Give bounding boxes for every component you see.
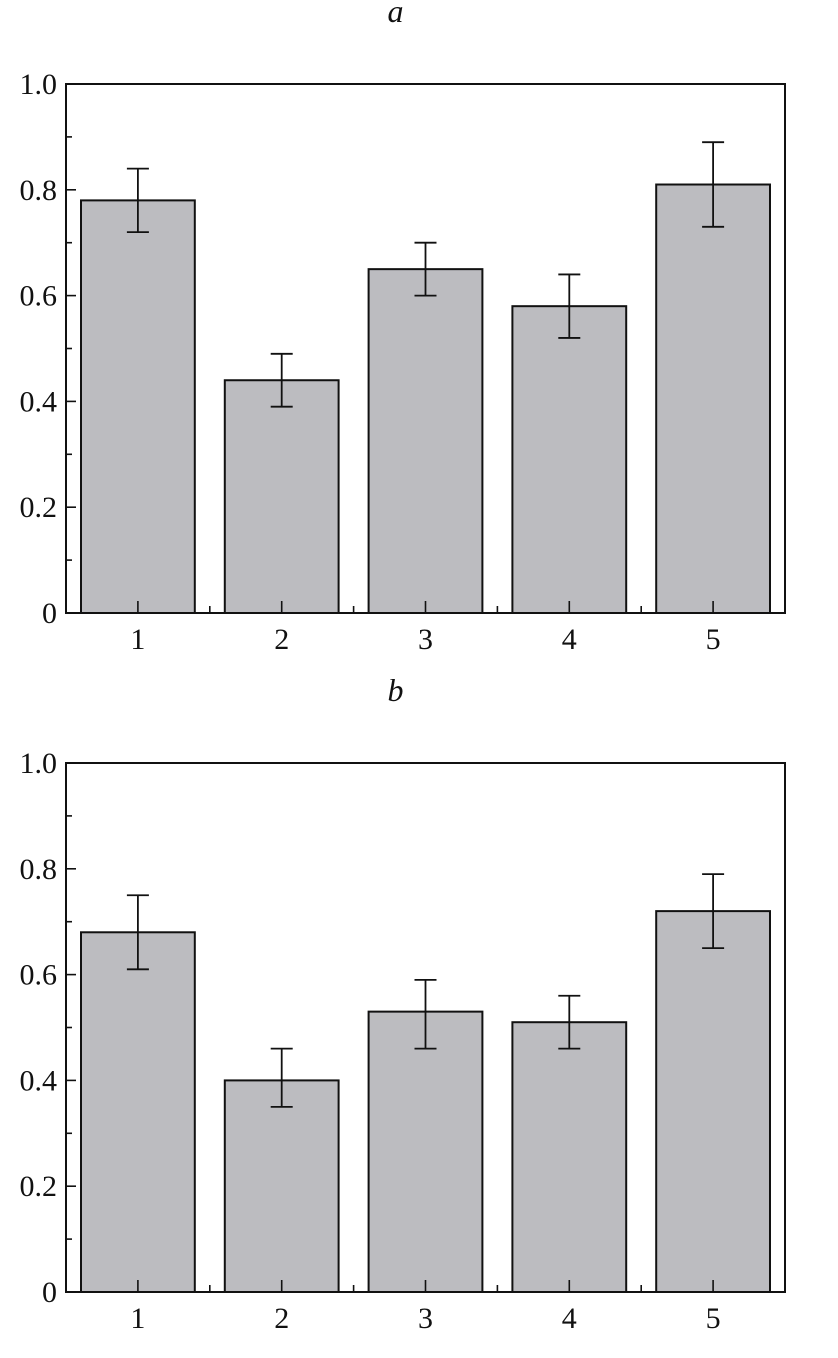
x-tick-label: 2 [274,623,289,656]
y-tick-label: 1.0 [20,68,58,101]
x-tick-label: 4 [562,623,577,656]
x-tick-label: 1 [130,1302,145,1335]
bar-2 [223,1079,340,1293]
y-tick-label: 0 [42,1276,57,1309]
bar-5 [655,183,772,614]
chart-a-svg: a 0 0.2 0.4 0.6 0.8 1.0 1 2 3 4 5 [20,0,786,656]
bar-3 [367,268,484,614]
y-tick-label: 0.6 [20,280,58,313]
bar-4 [511,1021,628,1293]
y-tick-label: 1.0 [20,747,58,780]
bar-1 [80,931,196,1293]
x-tick-label: 5 [706,623,721,656]
y-tick-label: 0.8 [20,174,58,207]
bar-4 [511,305,628,614]
y-tick-label: 0.8 [20,853,58,886]
bar-1 [80,199,196,614]
y-tick-label: 0.2 [20,491,58,524]
x-tick-label: 5 [706,1302,721,1335]
x-tick-label: 3 [418,1302,433,1335]
panel-label: a [388,0,404,29]
chart-b-svg: b 0 0.2 0.4 0.6 0.8 1.0 1 2 3 4 5 [20,679,786,1335]
x-tick-label: 4 [562,1302,577,1335]
bar-2 [223,379,340,614]
y-tick-label: 0 [42,597,57,630]
chart-panel-a: a 0 0.2 0.4 0.6 0.8 1.0 1 2 3 4 5 [20,0,786,656]
y-tick-label: 0.6 [20,959,58,992]
y-tick-label: 0.4 [20,1064,58,1097]
panel-label: b [388,679,404,708]
bar-5 [655,910,772,1293]
chart-panel-b: b 0 0.2 0.4 0.6 0.8 1.0 1 2 3 4 5 [0,679,838,1358]
x-tick-label: 3 [418,623,433,656]
x-tick-label: 1 [130,623,145,656]
x-tick-label: 2 [274,1302,289,1335]
bar-3 [367,1010,484,1293]
y-tick-label: 0.4 [20,385,58,418]
y-tick-label: 0.2 [20,1170,58,1203]
